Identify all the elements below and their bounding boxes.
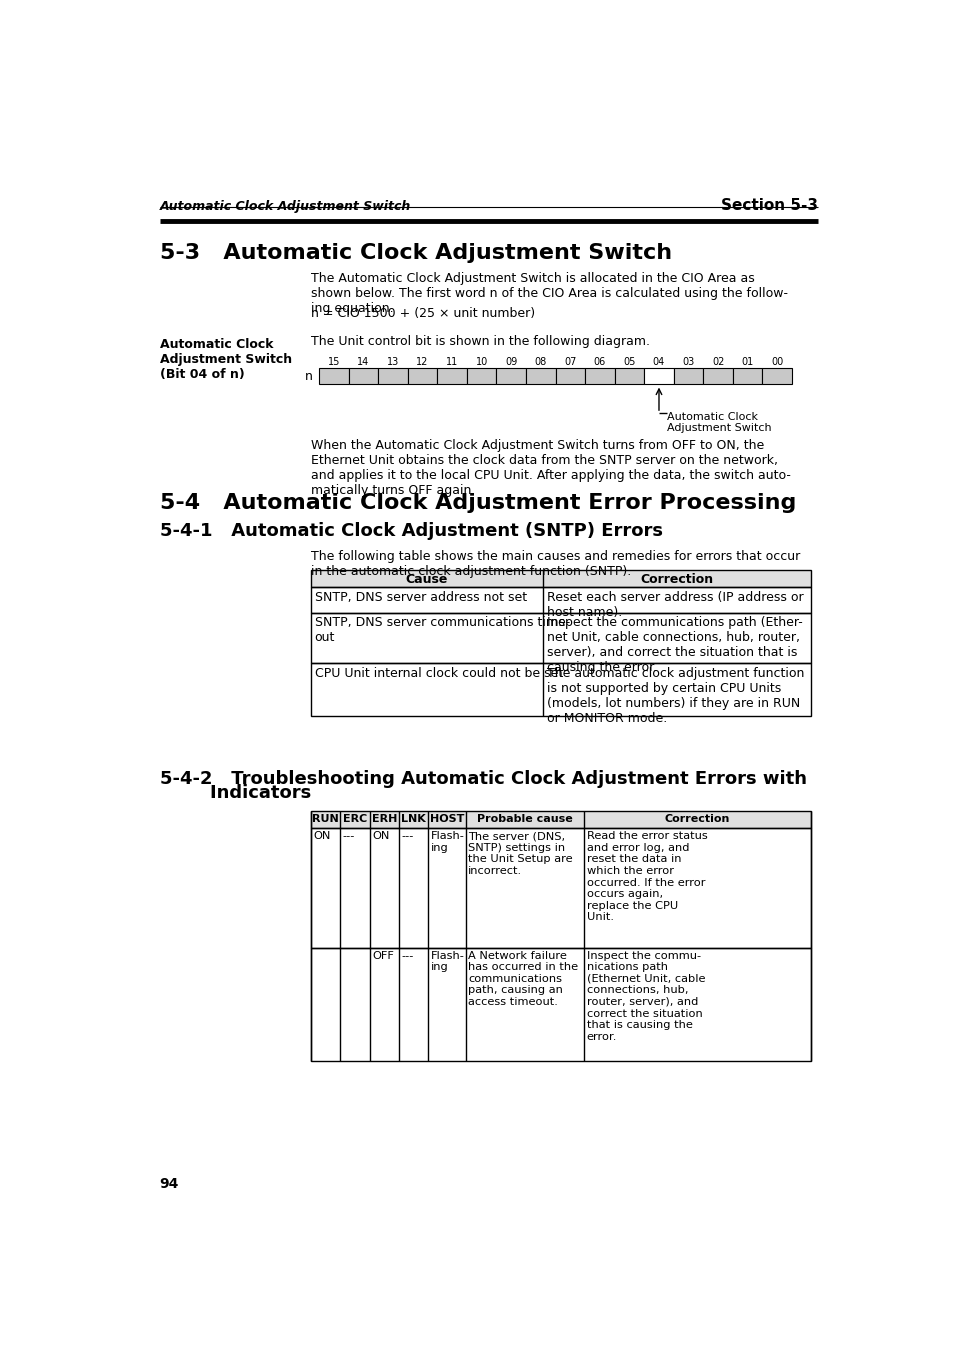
Text: ON: ON [313, 831, 330, 842]
Bar [643, 369, 673, 384]
Text: 05: 05 [622, 357, 635, 367]
Bar [311, 570, 810, 588]
Text: ON: ON [372, 831, 389, 842]
Text: 10: 10 [476, 357, 487, 367]
Text: The automatic clock adjustment function
is not supported by certain CPU Units
(m: The automatic clock adjustment function … [546, 667, 803, 725]
Text: n: n [305, 370, 313, 382]
Bar [761, 369, 791, 384]
Text: 02: 02 [711, 357, 723, 367]
Bar [555, 369, 584, 384]
Text: 12: 12 [416, 357, 428, 367]
Bar [319, 369, 349, 384]
Text: RUN: RUN [312, 815, 338, 824]
Text: 03: 03 [681, 357, 694, 367]
Text: Correction: Correction [664, 815, 729, 824]
Text: 11: 11 [446, 357, 457, 367]
Text: A Network failure
has occurred in the
communications
path, causing an
access tim: A Network failure has occurred in the co… [468, 951, 578, 1006]
Text: 15: 15 [328, 357, 340, 367]
Text: ---: --- [401, 831, 414, 842]
Text: 01: 01 [740, 357, 753, 367]
Text: SNTP, DNS server address not set: SNTP, DNS server address not set [314, 590, 526, 604]
Text: When the Automatic Clock Adjustment Switch turns from OFF to ON, the
Ethernet Un: When the Automatic Clock Adjustment Swit… [311, 439, 790, 497]
Text: ---: --- [401, 951, 414, 961]
Text: Read the error status
and error log, and
reset the data in
which the error
occur: Read the error status and error log, and… [586, 831, 706, 923]
Text: 07: 07 [563, 357, 576, 367]
Bar [702, 369, 732, 384]
Bar [408, 369, 436, 384]
Text: Flash-
ing: Flash- ing [431, 831, 464, 852]
Text: Inspect the commu-
nications path
(Ethernet Unit, cable
connections, hub,
router: Inspect the commu- nications path (Ether… [586, 951, 704, 1042]
Text: The server (DNS,
SNTP) settings in
the Unit Setup are
incorrect.: The server (DNS, SNTP) settings in the U… [468, 831, 572, 875]
Text: n = CIO 1500 + (25 × unit number): n = CIO 1500 + (25 × unit number) [311, 307, 535, 320]
Text: Section 5-3: Section 5-3 [720, 199, 818, 213]
Bar [466, 369, 496, 384]
Bar [436, 369, 466, 384]
Bar [673, 369, 702, 384]
Text: Indicators: Indicators [159, 785, 311, 802]
Text: 09: 09 [504, 357, 517, 367]
Text: Reset each server address (IP address or
host name).: Reset each server address (IP address or… [546, 590, 802, 619]
Text: The following table shows the main causes and remedies for errors that occur
in : The following table shows the main cause… [311, 550, 799, 578]
Text: 06: 06 [593, 357, 605, 367]
Text: The Automatic Clock Adjustment Switch is allocated in the CIO Area as
shown belo: The Automatic Clock Adjustment Switch is… [311, 273, 787, 315]
Text: 5-4-2   Troubleshooting Automatic Clock Adjustment Errors with: 5-4-2 Troubleshooting Automatic Clock Ad… [159, 770, 805, 789]
Text: ---: --- [342, 831, 355, 842]
Text: 13: 13 [387, 357, 398, 367]
Bar [311, 612, 810, 663]
Text: 08: 08 [534, 357, 546, 367]
Text: ERC: ERC [342, 815, 367, 824]
Bar [584, 369, 614, 384]
Text: SNTP, DNS server communications time-
out: SNTP, DNS server communications time- ou… [314, 616, 569, 644]
Text: Probable cause: Probable cause [476, 815, 572, 824]
Text: OFF: OFF [372, 951, 394, 961]
Text: Correction: Correction [639, 573, 713, 586]
Text: Automatic Clock Adjustment Switch: Automatic Clock Adjustment Switch [159, 200, 411, 213]
Text: 04: 04 [652, 357, 664, 367]
Text: 5-3   Automatic Clock Adjustment Switch: 5-3 Automatic Clock Adjustment Switch [159, 243, 671, 263]
Bar [311, 828, 810, 947]
Bar [496, 369, 525, 384]
Text: HOST: HOST [430, 815, 464, 824]
Bar [349, 369, 378, 384]
Text: Automatic Clock
Adjustment Switch: Automatic Clock Adjustment Switch [666, 412, 771, 434]
Text: Cause: Cause [405, 573, 448, 586]
Bar [311, 811, 810, 828]
Text: LNK: LNK [401, 815, 426, 824]
Text: 14: 14 [357, 357, 369, 367]
Bar [311, 663, 810, 716]
Text: 5-4-1   Automatic Clock Adjustment (SNTP) Errors: 5-4-1 Automatic Clock Adjustment (SNTP) … [159, 523, 661, 540]
Text: 94: 94 [159, 1177, 179, 1192]
Bar [732, 369, 761, 384]
Text: 00: 00 [770, 357, 782, 367]
Text: 5-4   Automatic Clock Adjustment Error Processing: 5-4 Automatic Clock Adjustment Error Pro… [159, 493, 795, 513]
Text: The Unit control bit is shown in the following diagram.: The Unit control bit is shown in the fol… [311, 335, 649, 349]
Bar [378, 369, 408, 384]
Text: Automatic Clock
Adjustment Switch
(Bit 04 of n): Automatic Clock Adjustment Switch (Bit 0… [159, 338, 292, 381]
Bar [525, 369, 555, 384]
Bar [311, 588, 810, 612]
Bar [311, 947, 810, 1062]
Text: CPU Unit internal clock could not be set: CPU Unit internal clock could not be set [314, 667, 562, 681]
Text: Flash-
ing: Flash- ing [431, 951, 464, 973]
Text: Inspect the communications path (Ether-
net Unit, cable connections, hub, router: Inspect the communications path (Ether- … [546, 616, 802, 674]
Bar [614, 369, 643, 384]
Text: ERH: ERH [372, 815, 396, 824]
